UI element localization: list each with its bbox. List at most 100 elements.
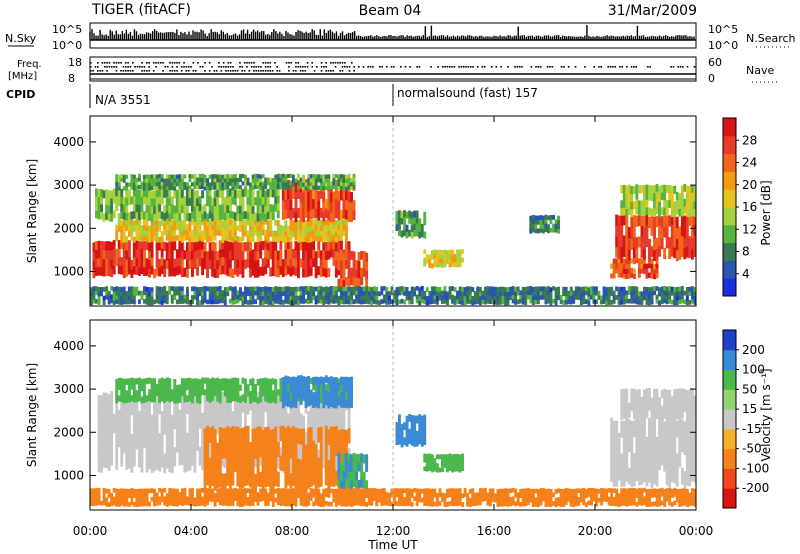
heatmap-cell [355, 277, 358, 287]
heatmap-cell [223, 265, 227, 275]
heatmap-cell [165, 188, 169, 197]
freq-dot [101, 62, 104, 64]
heatmap-cell [92, 294, 96, 300]
heatmap-cell [317, 230, 321, 237]
heatmap-cell [281, 299, 285, 305]
heatmap-cell [569, 286, 573, 292]
heatmap-cell [314, 219, 318, 226]
heatmap-cell [148, 300, 151, 306]
heatmap-cell [294, 458, 298, 474]
freq-dot [372, 66, 374, 68]
heatmap-cell [340, 385, 343, 392]
heatmap-cell [372, 299, 376, 304]
heatmap-cell [413, 415, 417, 424]
heatmap-cell [236, 267, 240, 277]
heatmap-cell [281, 184, 285, 189]
freq-dot [197, 62, 199, 64]
heatmap-cell [448, 457, 452, 463]
heatmap-cell [307, 231, 310, 238]
heatmap-cell [211, 299, 215, 305]
freq-dot [134, 66, 136, 68]
heatmap-cell [314, 391, 318, 400]
freq-dot [514, 66, 516, 68]
heatmap-cell [521, 295, 525, 301]
heatmap-cell [332, 400, 336, 409]
heatmap-cell [324, 224, 328, 231]
heatmap-cell [226, 229, 230, 236]
heatmap-cell [266, 441, 270, 457]
heatmap-cell [264, 294, 268, 300]
heatmap-cell [312, 376, 316, 385]
heatmap-cell [309, 286, 313, 291]
heatmap-cell [443, 262, 447, 268]
heatmap-cell [226, 497, 230, 502]
heatmap-cell [276, 203, 280, 211]
freq-dot [600, 66, 603, 68]
freq-dot [446, 66, 449, 68]
heatmap-cell [632, 225, 636, 237]
heatmap-cell [289, 415, 293, 436]
heatmap-cell [135, 286, 139, 292]
heatmap-cell [239, 257, 242, 266]
freq-dot [225, 70, 227, 72]
heatmap-cell [312, 399, 316, 408]
heatmap-cell [180, 286, 184, 292]
heatmap-cell [221, 410, 225, 430]
heatmap-cell [534, 219, 538, 225]
heatmap-cell [365, 286, 369, 291]
heatmap-cell [193, 453, 197, 473]
heatmap-cell [327, 250, 331, 260]
heatmap-cell [683, 404, 687, 412]
heatmap-cell [602, 299, 606, 304]
heatmap-cell [347, 299, 351, 305]
freq-dot [264, 70, 267, 72]
heatmap-cell [388, 299, 391, 305]
freq-dot [518, 66, 521, 68]
heatmap-cell [168, 267, 172, 277]
heatmap-cell [345, 174, 348, 180]
heatmap-cell [334, 220, 338, 227]
heatmap-cell [309, 441, 313, 458]
heatmap-cell [269, 384, 273, 392]
heatmap-cell [612, 273, 616, 279]
heatmap-cell [569, 291, 573, 296]
heatmap-cell [685, 390, 689, 399]
heatmap-cell [274, 196, 278, 205]
freq-dot [521, 66, 523, 68]
heatmap-cell [180, 174, 184, 179]
heatmap-cell [680, 286, 684, 291]
heatmap-cell [292, 178, 295, 183]
heatmap-cell [299, 413, 303, 433]
heatmap-cell [236, 185, 240, 190]
heatmap-cell [261, 384, 265, 391]
heatmap-cell [188, 190, 192, 199]
heatmap-cell [673, 247, 677, 259]
heatmap-cell [544, 291, 548, 296]
heatmap-cell [691, 410, 694, 419]
heatmap-cell [279, 286, 283, 292]
heatmap-cell [198, 501, 202, 506]
heatmap-cell [405, 231, 409, 239]
heatmap-cell [130, 224, 134, 231]
heatmap-cell [446, 454, 449, 460]
heatmap-cell [650, 258, 654, 264]
heatmap-cell [289, 190, 293, 201]
heatmap-cell [637, 411, 641, 420]
heatmap-cell [180, 250, 184, 260]
heatmap-region [610, 257, 659, 280]
heatmap-cell [92, 242, 96, 252]
heatmap-cell [314, 376, 318, 385]
heatmap-cell [158, 295, 162, 300]
freq-dot [103, 66, 106, 68]
heatmap-cell [203, 377, 207, 384]
heatmap-cell [233, 487, 237, 493]
heatmap-cell [206, 185, 209, 190]
heatmap-cell [135, 497, 139, 503]
heatmap-cell [456, 290, 459, 296]
heatmap-cell [281, 268, 285, 278]
heatmap-cell [327, 299, 331, 305]
freq-dot [129, 70, 132, 72]
freq-dot [236, 70, 239, 72]
heatmap-cell [226, 174, 230, 179]
heatmap-cell [163, 378, 167, 385]
